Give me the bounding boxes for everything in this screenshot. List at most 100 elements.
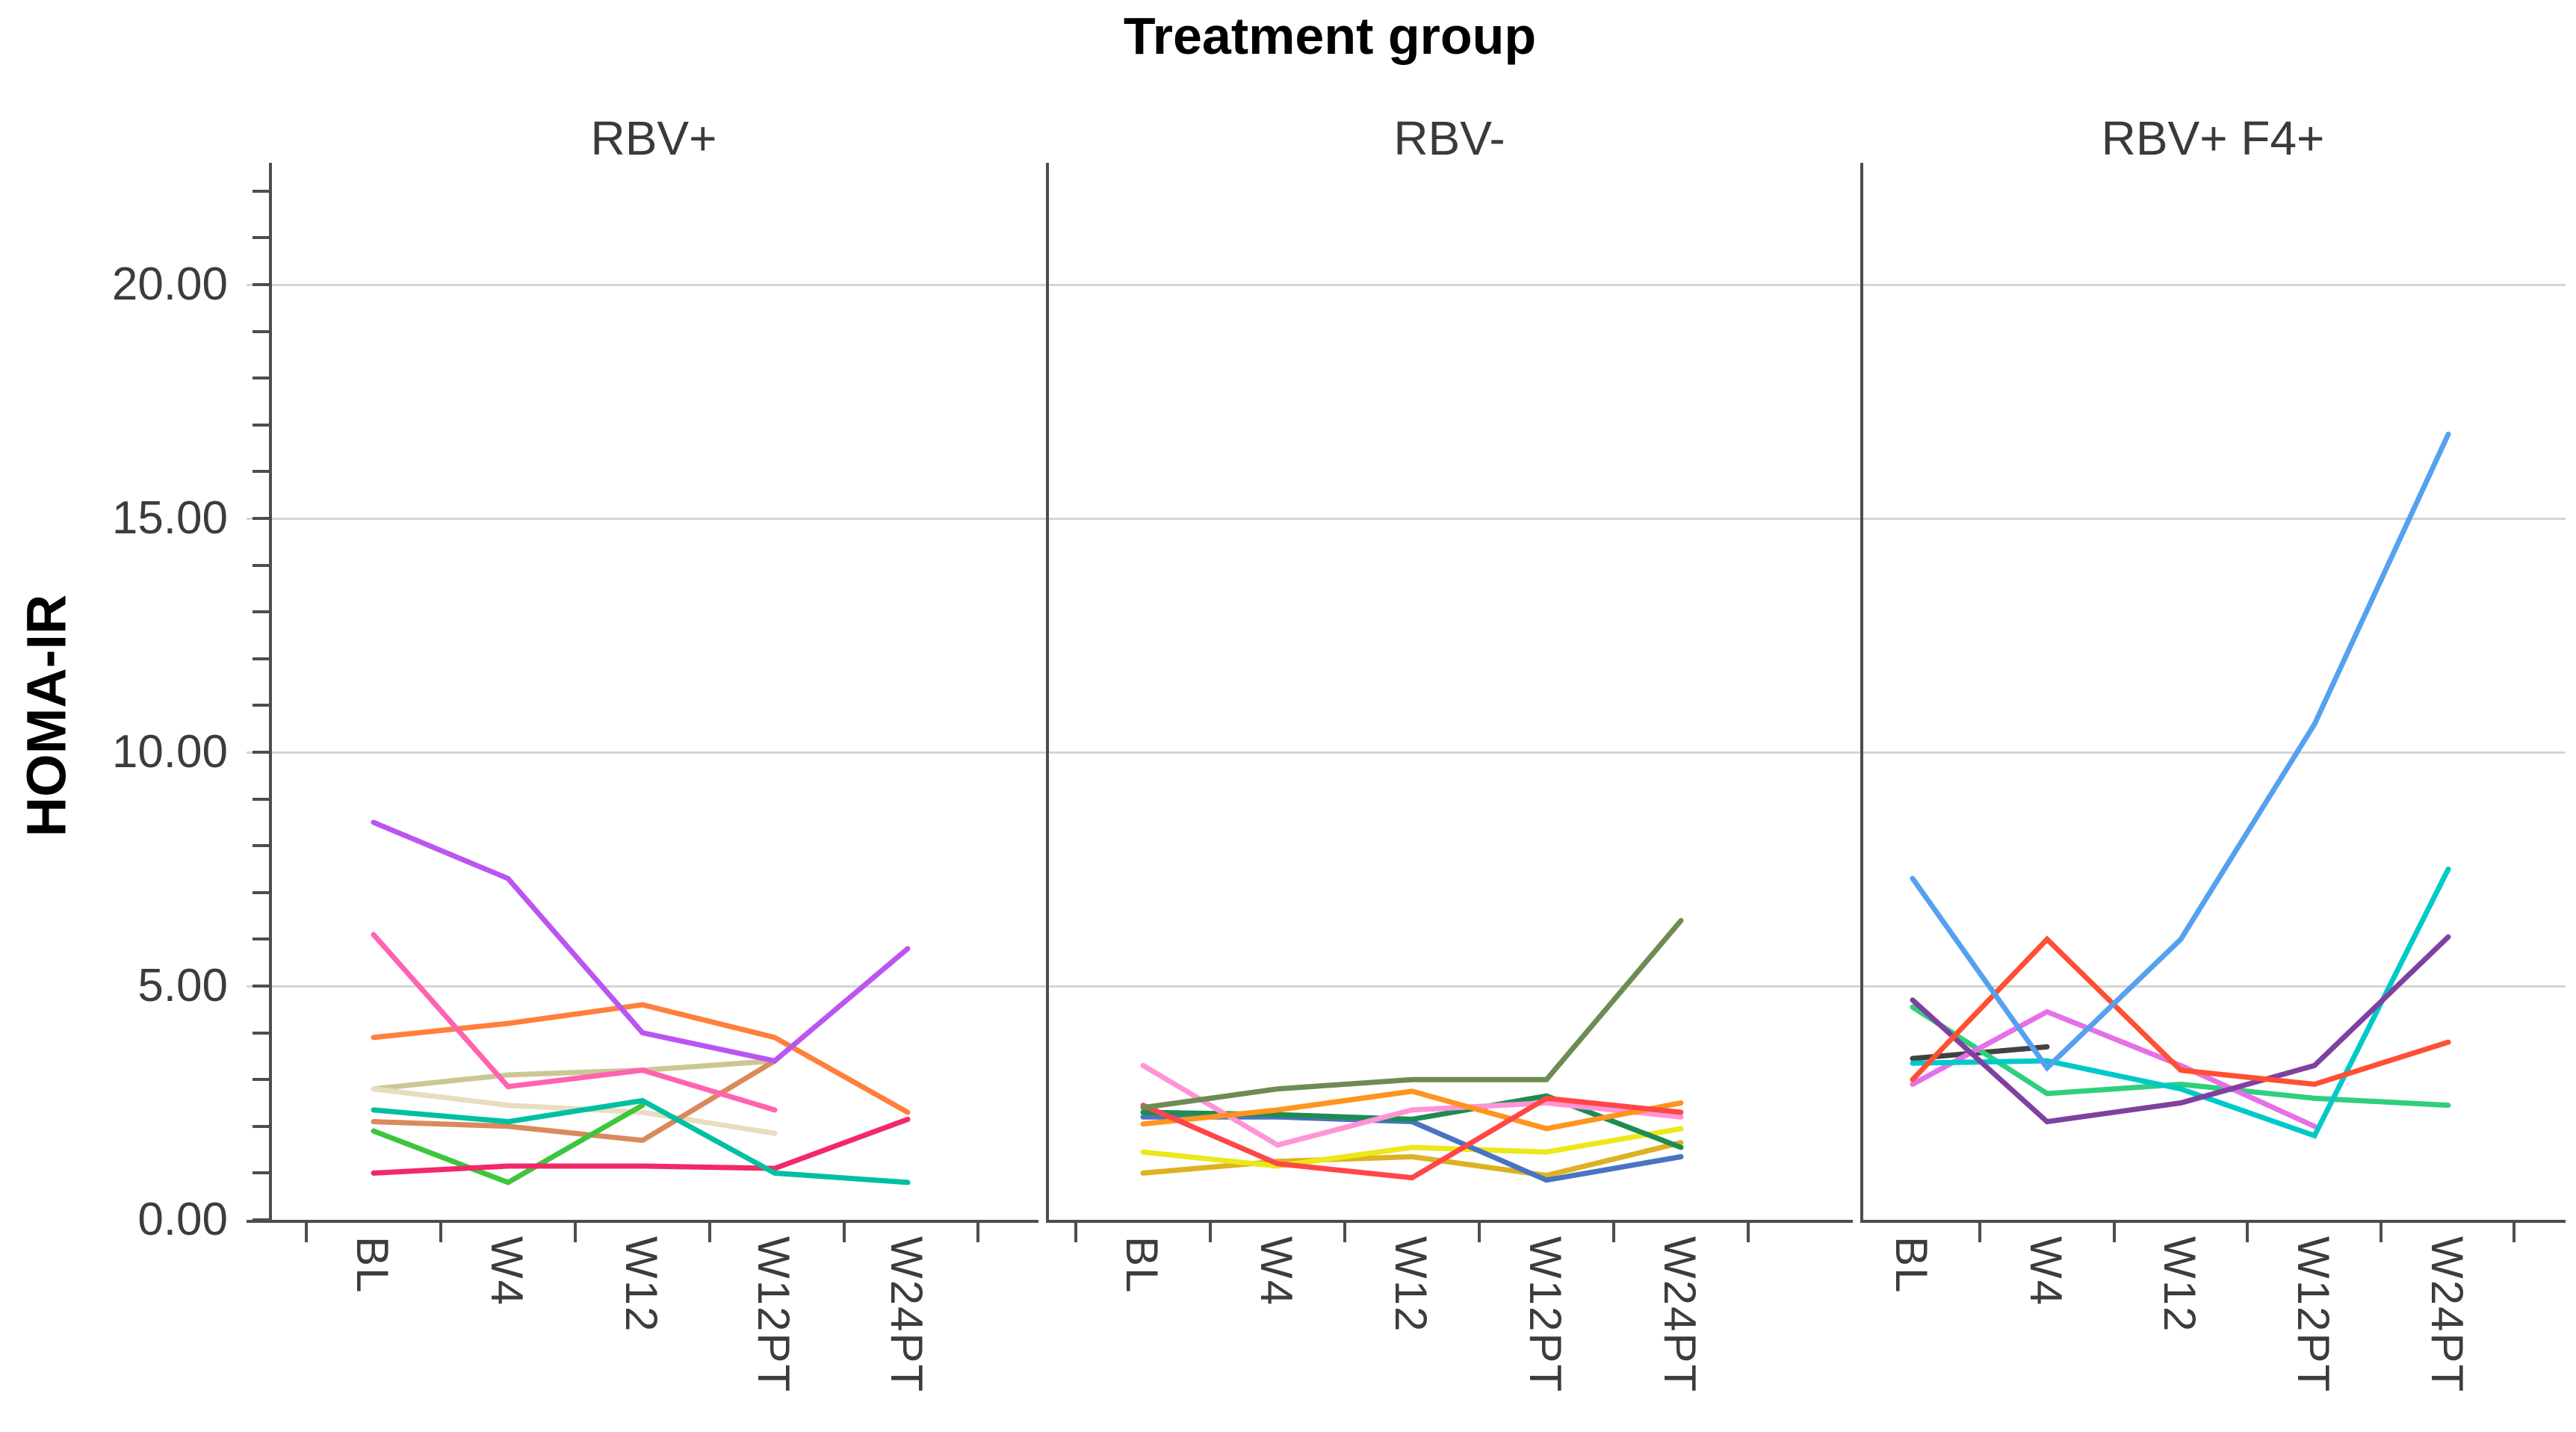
y-axis-tick bbox=[253, 236, 269, 240]
x-axis-tick bbox=[1612, 1223, 1615, 1242]
x-category-label-bl: BL bbox=[1886, 1236, 1936, 1295]
panel-bottom-axis bbox=[1860, 1220, 2566, 1223]
y-axis-tick bbox=[253, 1124, 269, 1128]
y-tick-label: 15.00 bbox=[111, 492, 228, 544]
y-axis-tick bbox=[253, 797, 269, 801]
x-axis-tick bbox=[439, 1223, 442, 1242]
panel-series-svg bbox=[1140, 917, 1684, 1183]
panel-title-rbv-plus: RBV+ bbox=[590, 111, 717, 165]
x-category-label-w24pt: W24PT bbox=[1655, 1236, 1705, 1394]
y-axis-tick bbox=[253, 189, 269, 193]
panel-title-rbv-minus: RBV- bbox=[1393, 111, 1505, 165]
y-axis-tick bbox=[253, 329, 269, 333]
x-axis-tick bbox=[1478, 1223, 1481, 1242]
panel-left-axis bbox=[1046, 163, 1049, 1223]
series-line-1 bbox=[1140, 1140, 1684, 1179]
y-axis-tick bbox=[253, 937, 269, 941]
x-axis-tick bbox=[1074, 1223, 1077, 1242]
x-category-label-w12pt: W12PT bbox=[2288, 1236, 2338, 1394]
panel-left-axis bbox=[1860, 163, 1863, 1223]
x-category-label-w4: W4 bbox=[2021, 1236, 2071, 1307]
y-axis-tick bbox=[253, 423, 269, 427]
series-line-6 bbox=[1140, 1088, 1684, 1132]
x-axis-tick bbox=[2246, 1223, 2249, 1242]
series-line-1 bbox=[371, 1058, 778, 1092]
x-category-label-bl: BL bbox=[1117, 1236, 1167, 1295]
chart-title: Treatment group bbox=[1123, 7, 1537, 65]
x-axis-tick bbox=[305, 1223, 308, 1242]
x-axis-tick bbox=[1343, 1223, 1346, 1242]
y-axis-tick bbox=[253, 1171, 269, 1175]
y-axis-tick bbox=[253, 1078, 269, 1082]
series-line-8 bbox=[371, 932, 778, 1113]
series-line-5 bbox=[1140, 1062, 1684, 1148]
x-category-label-w4: W4 bbox=[482, 1236, 532, 1307]
y-axis-tick bbox=[253, 985, 269, 988]
x-axis-tick bbox=[843, 1223, 846, 1242]
series-line-7 bbox=[1140, 1095, 1684, 1181]
x-category-label-w4: W4 bbox=[1251, 1236, 1301, 1307]
y-tick-label: 0.00 bbox=[137, 1194, 228, 1245]
x-axis-tick bbox=[1978, 1223, 1981, 1242]
series-line-4 bbox=[371, 1103, 645, 1185]
x-category-label-w12pt: W12PT bbox=[749, 1236, 799, 1394]
y-axis-tick bbox=[253, 563, 269, 567]
series-line-8 bbox=[1140, 917, 1684, 1111]
series-line-3 bbox=[1910, 1008, 2318, 1129]
y-axis-tick bbox=[253, 283, 269, 286]
series-line-2 bbox=[1140, 1126, 1684, 1169]
panel-series-svg bbox=[371, 819, 911, 1185]
y-axis-tick bbox=[253, 657, 269, 660]
y-axis-tick bbox=[253, 610, 269, 614]
x-axis-tick bbox=[976, 1223, 979, 1242]
gridline-5 bbox=[247, 985, 2566, 988]
panel-series-svg bbox=[1910, 431, 2451, 1139]
x-axis-tick bbox=[1209, 1223, 1212, 1242]
y-axis-tick bbox=[253, 751, 269, 754]
x-category-label-w12: W12 bbox=[1386, 1236, 1436, 1333]
panel-bottom-axis bbox=[1046, 1220, 1853, 1223]
x-axis-tick bbox=[2512, 1223, 2515, 1242]
y-axis-tick bbox=[253, 844, 269, 848]
y-axis-tick bbox=[253, 890, 269, 894]
series-line-5 bbox=[371, 1116, 911, 1176]
y-axis-tick bbox=[253, 376, 269, 380]
series-line-2 bbox=[1910, 1004, 2451, 1109]
series-line-3 bbox=[371, 1058, 778, 1144]
y-tick-label: 20.00 bbox=[111, 258, 228, 310]
label-clip-patch bbox=[67, 478, 114, 799]
x-category-label-w12: W12 bbox=[2155, 1236, 2205, 1333]
series-line-4 bbox=[1910, 867, 2451, 1139]
y-axis-tick bbox=[253, 1218, 269, 1221]
x-axis-tick bbox=[574, 1223, 577, 1242]
x-category-label-w12: W12 bbox=[616, 1236, 666, 1333]
x-category-label-w24pt: W24PT bbox=[2422, 1236, 2472, 1394]
series-line-7 bbox=[371, 1002, 911, 1115]
gridline-20 bbox=[247, 284, 2566, 286]
x-axis-tick bbox=[708, 1223, 711, 1242]
x-axis-tick bbox=[1747, 1223, 1750, 1242]
x-axis-tick bbox=[2113, 1223, 2116, 1242]
y-axis-tick bbox=[253, 704, 269, 707]
x-axis-tick bbox=[2380, 1223, 2383, 1242]
x-category-label-w24pt: W24PT bbox=[882, 1236, 932, 1394]
series-line-6 bbox=[1910, 935, 2451, 1088]
y-axis-tick bbox=[253, 1031, 269, 1035]
series-line-6 bbox=[371, 1097, 911, 1185]
x-category-label-w12pt: W12PT bbox=[1520, 1236, 1570, 1394]
series-line-5 bbox=[1910, 934, 2451, 1125]
panel-title-rbv-plus-f4: RBV+ F4+ bbox=[2101, 111, 2325, 165]
series-line-9 bbox=[371, 819, 911, 1064]
x-category-label-bl: BL bbox=[347, 1236, 397, 1295]
gridline-10 bbox=[247, 751, 2566, 754]
y-tick-label: 10.00 bbox=[111, 726, 228, 778]
y-axis-tick bbox=[253, 517, 269, 520]
panel-left-axis bbox=[269, 163, 272, 1223]
series-line-7 bbox=[1910, 431, 2451, 1072]
panel-bottom-axis bbox=[247, 1220, 1038, 1223]
gridline-15 bbox=[247, 518, 2566, 520]
y-axis-tick bbox=[253, 470, 269, 474]
y-tick-label: 5.00 bbox=[137, 960, 228, 1011]
